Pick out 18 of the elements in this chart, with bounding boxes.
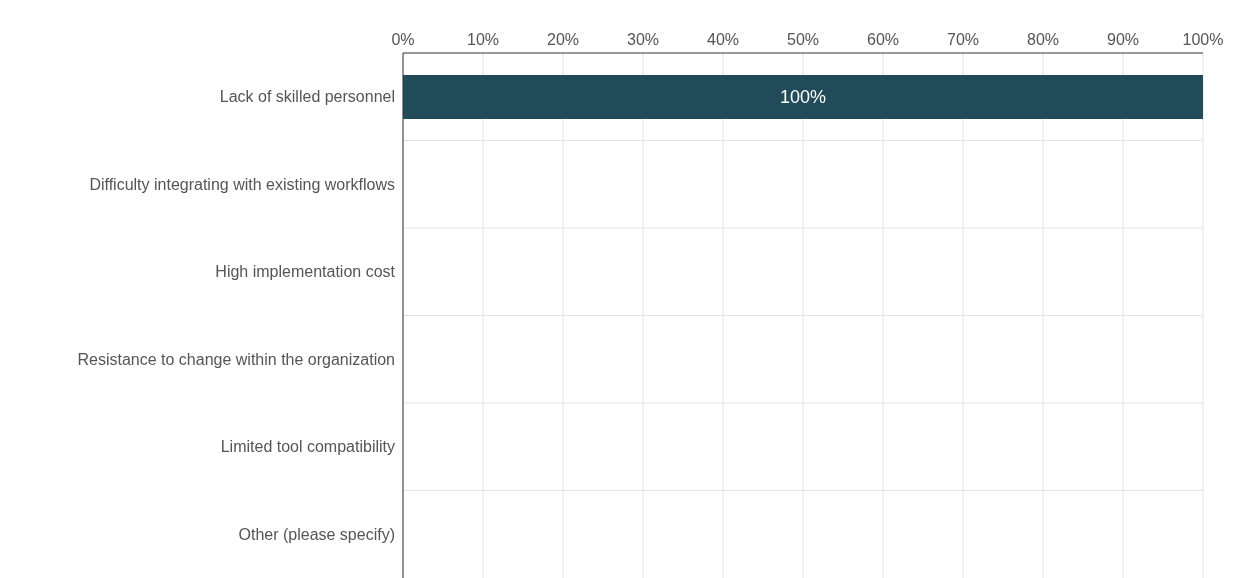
x-tick-label: 70% [946, 31, 980, 48]
x-tick-label: 50% [786, 31, 820, 48]
y-tick-label: Limited tool compatibility [220, 438, 395, 456]
y-tick-label: Resistance to change within the organization [77, 350, 395, 368]
x-tick-label: 90% [1106, 31, 1140, 48]
x-tick-label: 100% [1182, 31, 1224, 48]
x-tick-label: 30% [626, 31, 660, 48]
x-tick-label: 60% [866, 31, 900, 48]
x-tick-label: 20% [546, 31, 580, 48]
x-tick-label: 0% [391, 31, 415, 48]
data-label: 100% [779, 87, 827, 108]
x-tick-label: 80% [1026, 31, 1060, 48]
y-tick-label: Other (please specify) [238, 525, 395, 543]
y-tick-label: Lack of skilled personnel [219, 88, 395, 106]
y-tick-label: Difficulty integrating with existing workflows [89, 175, 395, 193]
x-tick-label: 10% [466, 31, 500, 48]
y-tick-label: High implementation cost [215, 263, 396, 281]
x-tick-label: 40% [706, 31, 740, 48]
